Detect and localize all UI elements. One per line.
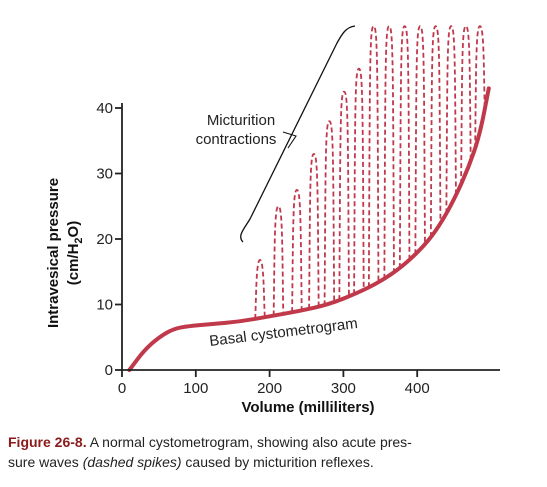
y-tick-label-40: 40	[96, 100, 113, 117]
spike-8	[367, 25, 380, 288]
x-tick-label-100: 100	[183, 380, 208, 397]
bracket-pointer	[282, 131, 297, 149]
caption-italic-text: (dashed spikes)	[82, 454, 182, 470]
x-tick-label-200: 200	[257, 380, 282, 397]
basal-curve-label: Basal cystometrogram	[208, 315, 358, 350]
y-tick-label-20: 20	[96, 231, 113, 248]
spike-13	[445, 25, 457, 214]
y-tick-label-10: 10	[96, 297, 113, 314]
spike-9	[383, 25, 395, 279]
caption-label: Figure 26-8.	[8, 434, 87, 450]
spike-3	[291, 188, 303, 313]
y-axis-title-line2: (cm/H2O)	[65, 221, 85, 285]
bracket-label-line2: contractions	[196, 131, 277, 148]
figure-caption: Figure 26-8. A normal cystometrogram, sh…	[8, 432, 538, 472]
spike-10	[398, 25, 411, 269]
y-axis-title: Intravesical pressure (cm/H2O)	[45, 178, 85, 328]
y-axis-title-line1: Intravesical pressure	[45, 178, 62, 328]
basal-cystometrogram-curve	[127, 86, 491, 372]
spike-14	[460, 25, 472, 185]
spike-11	[414, 25, 426, 255]
y-tick-label-30: 30	[96, 166, 113, 183]
micturition-bracket	[240, 25, 356, 243]
bracket-label-line1: Micturition	[207, 112, 275, 129]
spike-7	[353, 67, 365, 295]
x-axis-title: Volume (milliliters)	[241, 399, 374, 416]
micturition-spikes	[254, 25, 486, 319]
spike-4	[308, 152, 320, 309]
spike-6	[338, 90, 350, 301]
x-tick-label-400: 400	[405, 380, 430, 397]
x-tick-label-300: 300	[331, 380, 356, 397]
spike-5	[323, 120, 336, 306]
spike-15	[474, 25, 486, 149]
y-tick-label-0: 0	[105, 362, 113, 379]
caption-text-line1: A normal cystometrogram, showing also ac…	[86, 434, 412, 450]
x-tick-label-0: 0	[118, 380, 126, 397]
caption-text-line2-post: caused by micturition reflexes.	[181, 454, 374, 470]
spike-1	[254, 259, 266, 319]
spike-2	[272, 205, 285, 316]
caption-text-line2-pre: sure waves	[8, 454, 83, 470]
spike-12	[429, 25, 442, 238]
